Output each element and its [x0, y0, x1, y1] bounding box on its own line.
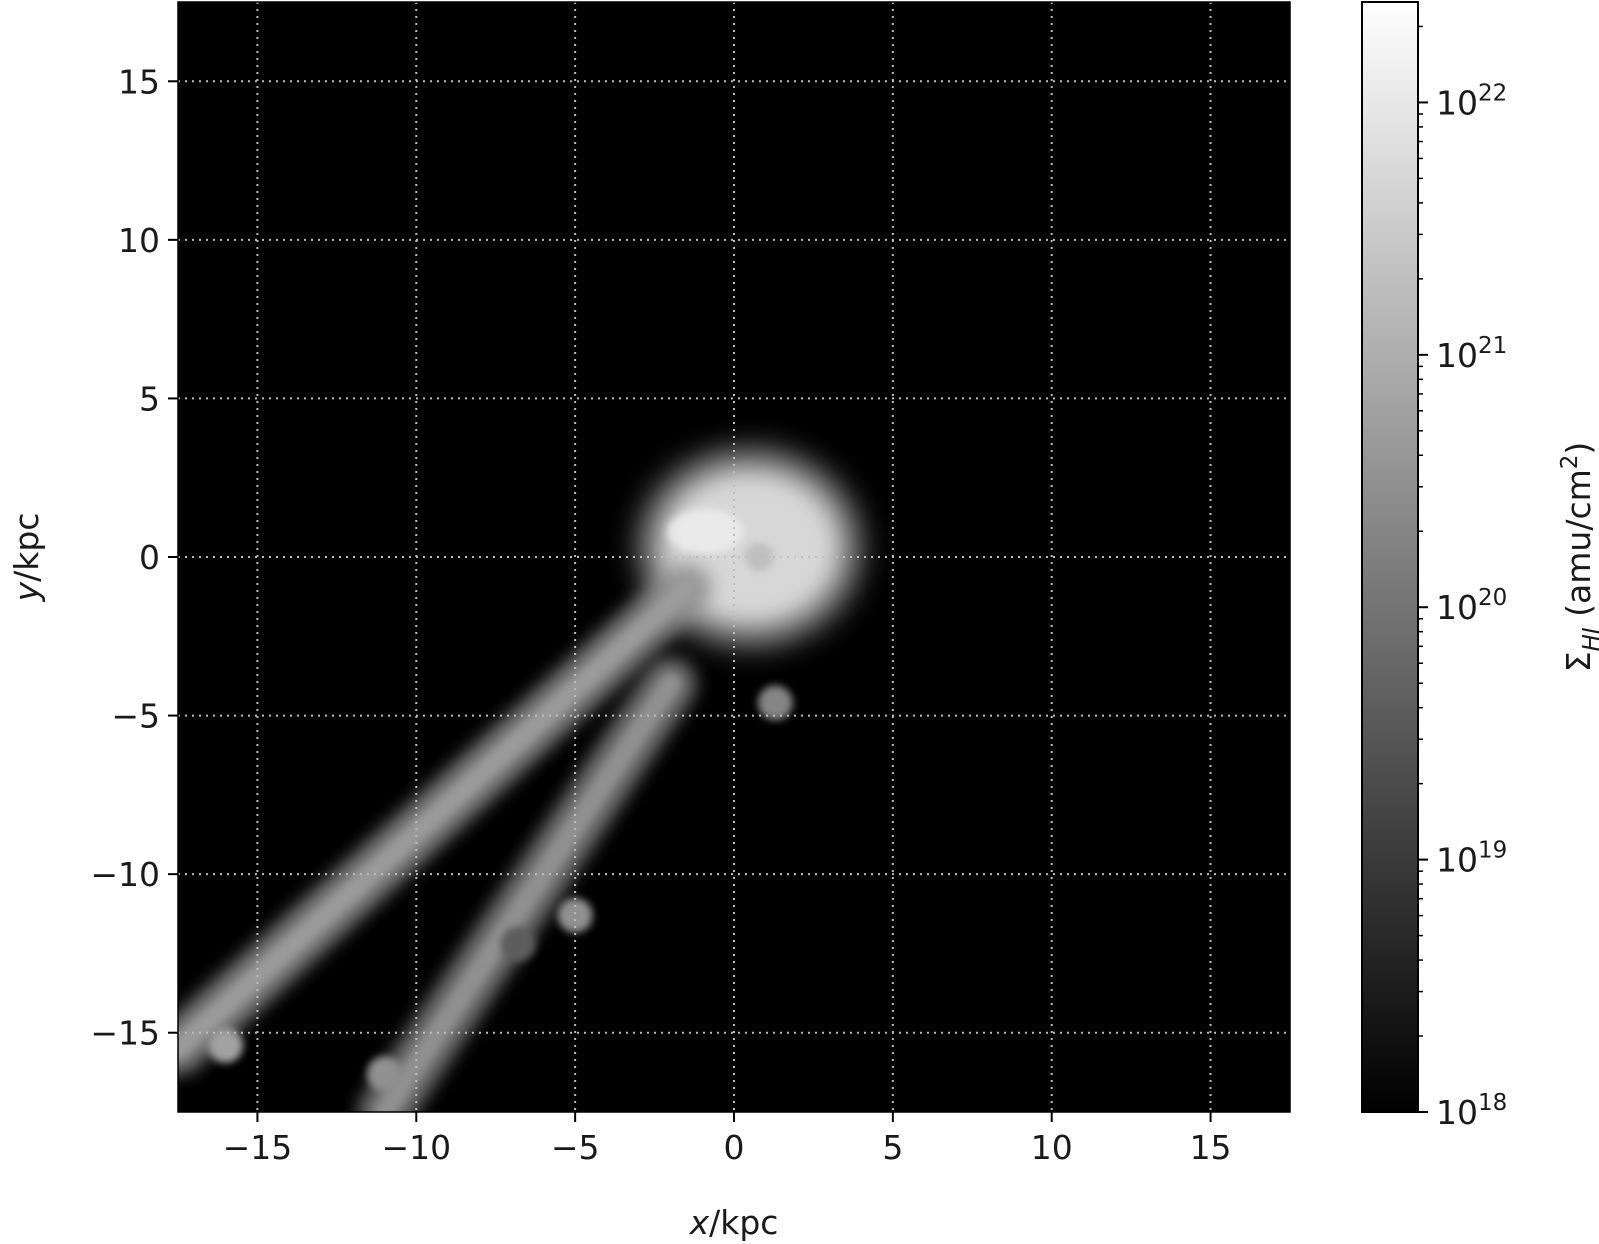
colorbar-tick-exp: 18 [1478, 1090, 1507, 1116]
x-axis-unit: /kpc [709, 1203, 778, 1242]
colorbar-tick-label: 1020 [1436, 585, 1507, 627]
y-tick-label: 5 [139, 379, 160, 418]
colorbar-tick-base: 10 [1436, 588, 1478, 627]
colorbar-title: ΣHI (amu/cm2) [1557, 442, 1599, 673]
colorbar-tick-label: 1018 [1436, 1090, 1507, 1132]
cloud [757, 685, 793, 721]
cloud [557, 897, 593, 933]
x-axis-var: x [689, 1203, 710, 1242]
disk-bright-arm [667, 509, 744, 554]
colorbar-tick-exp: 22 [1478, 80, 1507, 106]
y-tick-label: −15 [90, 1014, 160, 1053]
colorbar-tick-exp: 21 [1478, 333, 1507, 359]
plot-area: −15 −10 −5 0 5 10 15 −15 −10 −5 0 5 10 15 [90, 1, 1291, 1167]
y-axis-title: y/kpc [7, 513, 46, 603]
colorbar-tick-label: 1019 [1436, 838, 1507, 880]
y-tick-label: 15 [118, 62, 160, 101]
colorbar-tick-base: 10 [1436, 336, 1478, 375]
colorbar-tick-base: 10 [1436, 1093, 1478, 1132]
x-axis-ticks: −15 −10 −5 0 5 10 15 [223, 1112, 1232, 1167]
grid [178, 2, 1290, 1112]
x-tick-label: 0 [724, 1128, 745, 1167]
y-tick-label: 10 [118, 221, 160, 260]
cloud [208, 1027, 244, 1063]
y-tick-label: 0 [139, 538, 160, 577]
colorbar-tick-exp: 20 [1478, 585, 1507, 611]
x-tick-label: −10 [381, 1128, 451, 1167]
tail-upper-strand-core [178, 579, 696, 1059]
colorbar-tick-label: 1022 [1436, 80, 1507, 122]
x-axis-title: x/kpc [689, 1203, 779, 1242]
x-tick-label: −15 [223, 1128, 293, 1167]
y-axis-var: y [7, 581, 46, 602]
colorbar-tick-base: 10 [1436, 83, 1478, 122]
colorbar-symbol: Σ [1559, 651, 1598, 672]
colorbar-unit-exp: 2 [1557, 455, 1583, 470]
x-tick-label: 15 [1190, 1128, 1232, 1167]
cloud [500, 926, 536, 962]
cloud [367, 1056, 402, 1092]
tail-lower-strand-core [374, 674, 680, 1112]
x-tick-label: −5 [551, 1128, 600, 1167]
colorbar-unit-suffix: ) [1559, 442, 1598, 455]
hi-density-map [178, 452, 858, 1112]
y-tick-label: −10 [90, 855, 160, 894]
colorbar-tick-label: 1021 [1436, 333, 1507, 375]
colorbar-tick-base: 10 [1436, 841, 1478, 880]
colorbar-gradient [1361, 1, 1419, 1113]
y-axis-ticks: −15 −10 −5 0 5 10 15 [90, 62, 178, 1053]
colorbar-tick-exp: 19 [1478, 838, 1507, 864]
x-tick-label: 10 [1031, 1128, 1073, 1167]
y-axis-unit: /kpc [7, 513, 46, 582]
y-tick-label: −5 [111, 697, 160, 736]
x-tick-label: 5 [882, 1128, 903, 1167]
colorbar-unit-prefix: (amu/cm [1559, 469, 1598, 627]
colorbar-subscript: HI [1579, 627, 1599, 651]
